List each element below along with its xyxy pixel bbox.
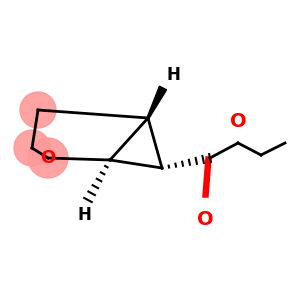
Text: H: H [77, 206, 91, 224]
Circle shape [28, 138, 68, 178]
Text: O: O [197, 210, 213, 229]
Text: O: O [230, 112, 246, 131]
Polygon shape [147, 86, 167, 118]
Text: O: O [40, 149, 56, 167]
Text: H: H [167, 66, 181, 84]
Circle shape [20, 92, 56, 128]
Circle shape [14, 130, 50, 166]
